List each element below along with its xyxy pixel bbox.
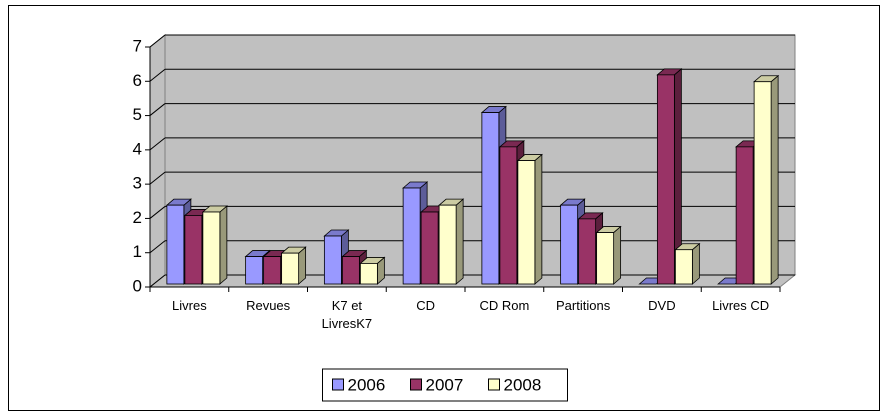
bar bbox=[753, 81, 772, 285]
legend-box bbox=[322, 368, 568, 402]
grid-line-side bbox=[149, 171, 166, 185]
bar bbox=[674, 249, 693, 285]
bar bbox=[499, 146, 518, 285]
bar bbox=[184, 215, 203, 285]
x-tick-label: CD Rom bbox=[479, 298, 530, 313]
bar bbox=[359, 263, 378, 285]
grid-line-side bbox=[149, 103, 166, 116]
bar bbox=[596, 232, 615, 285]
x-tick-label: Revues bbox=[246, 298, 291, 313]
x-tick-label: Partitions bbox=[556, 298, 611, 313]
back-wall bbox=[164, 34, 796, 276]
side-wall bbox=[149, 33, 166, 289]
legend-swatch bbox=[410, 378, 422, 391]
bar bbox=[341, 256, 360, 285]
legend-swatch bbox=[488, 378, 500, 391]
grid-line-side bbox=[149, 240, 166, 254]
bar bbox=[166, 204, 185, 285]
x-tick-label: DVD bbox=[648, 298, 676, 313]
x-tick-label: K7 et LivresK7 bbox=[321, 298, 373, 331]
bar bbox=[202, 211, 221, 285]
bar-side bbox=[455, 198, 464, 285]
bar-side bbox=[534, 153, 543, 285]
y-tick-label: 5 bbox=[133, 105, 142, 124]
y-tick-label: 6 bbox=[133, 71, 142, 90]
bar bbox=[438, 204, 457, 285]
bar-side bbox=[770, 74, 779, 285]
bar bbox=[517, 160, 536, 285]
bar bbox=[578, 218, 597, 285]
bar-side bbox=[219, 205, 228, 285]
x-tick-label: Livres bbox=[172, 298, 207, 313]
bar bbox=[560, 204, 579, 285]
y-tick-label: 3 bbox=[133, 174, 142, 193]
grid-line-side bbox=[149, 206, 166, 219]
y-tick-label: 2 bbox=[133, 208, 142, 227]
bar bbox=[245, 256, 264, 285]
legend-label: 2006 bbox=[348, 375, 386, 394]
bar bbox=[263, 256, 282, 285]
grid-line-side bbox=[149, 137, 166, 151]
x-tick-label: CD bbox=[416, 298, 436, 313]
grid-line-side bbox=[149, 68, 166, 82]
grid-line-side bbox=[149, 274, 166, 288]
y-tick-label: 0 bbox=[133, 276, 142, 295]
bar bbox=[481, 112, 500, 285]
bar bbox=[402, 187, 421, 285]
bar-side bbox=[691, 242, 700, 285]
legend-label: 2008 bbox=[504, 375, 542, 394]
bar bbox=[323, 235, 342, 285]
grid-line-side bbox=[149, 34, 166, 48]
bar-side bbox=[613, 225, 622, 285]
bar bbox=[735, 146, 754, 285]
legend-swatch bbox=[332, 378, 344, 391]
x-tick-label: Livres CD bbox=[712, 298, 770, 313]
y-tick-label: 1 bbox=[133, 242, 142, 261]
y-tick-label: 7 bbox=[133, 36, 142, 55]
bar bbox=[281, 252, 300, 285]
bar bbox=[656, 74, 675, 285]
bar bbox=[420, 211, 439, 285]
legend-label: 2007 bbox=[426, 375, 464, 394]
y-tick-label: 4 bbox=[133, 139, 142, 158]
